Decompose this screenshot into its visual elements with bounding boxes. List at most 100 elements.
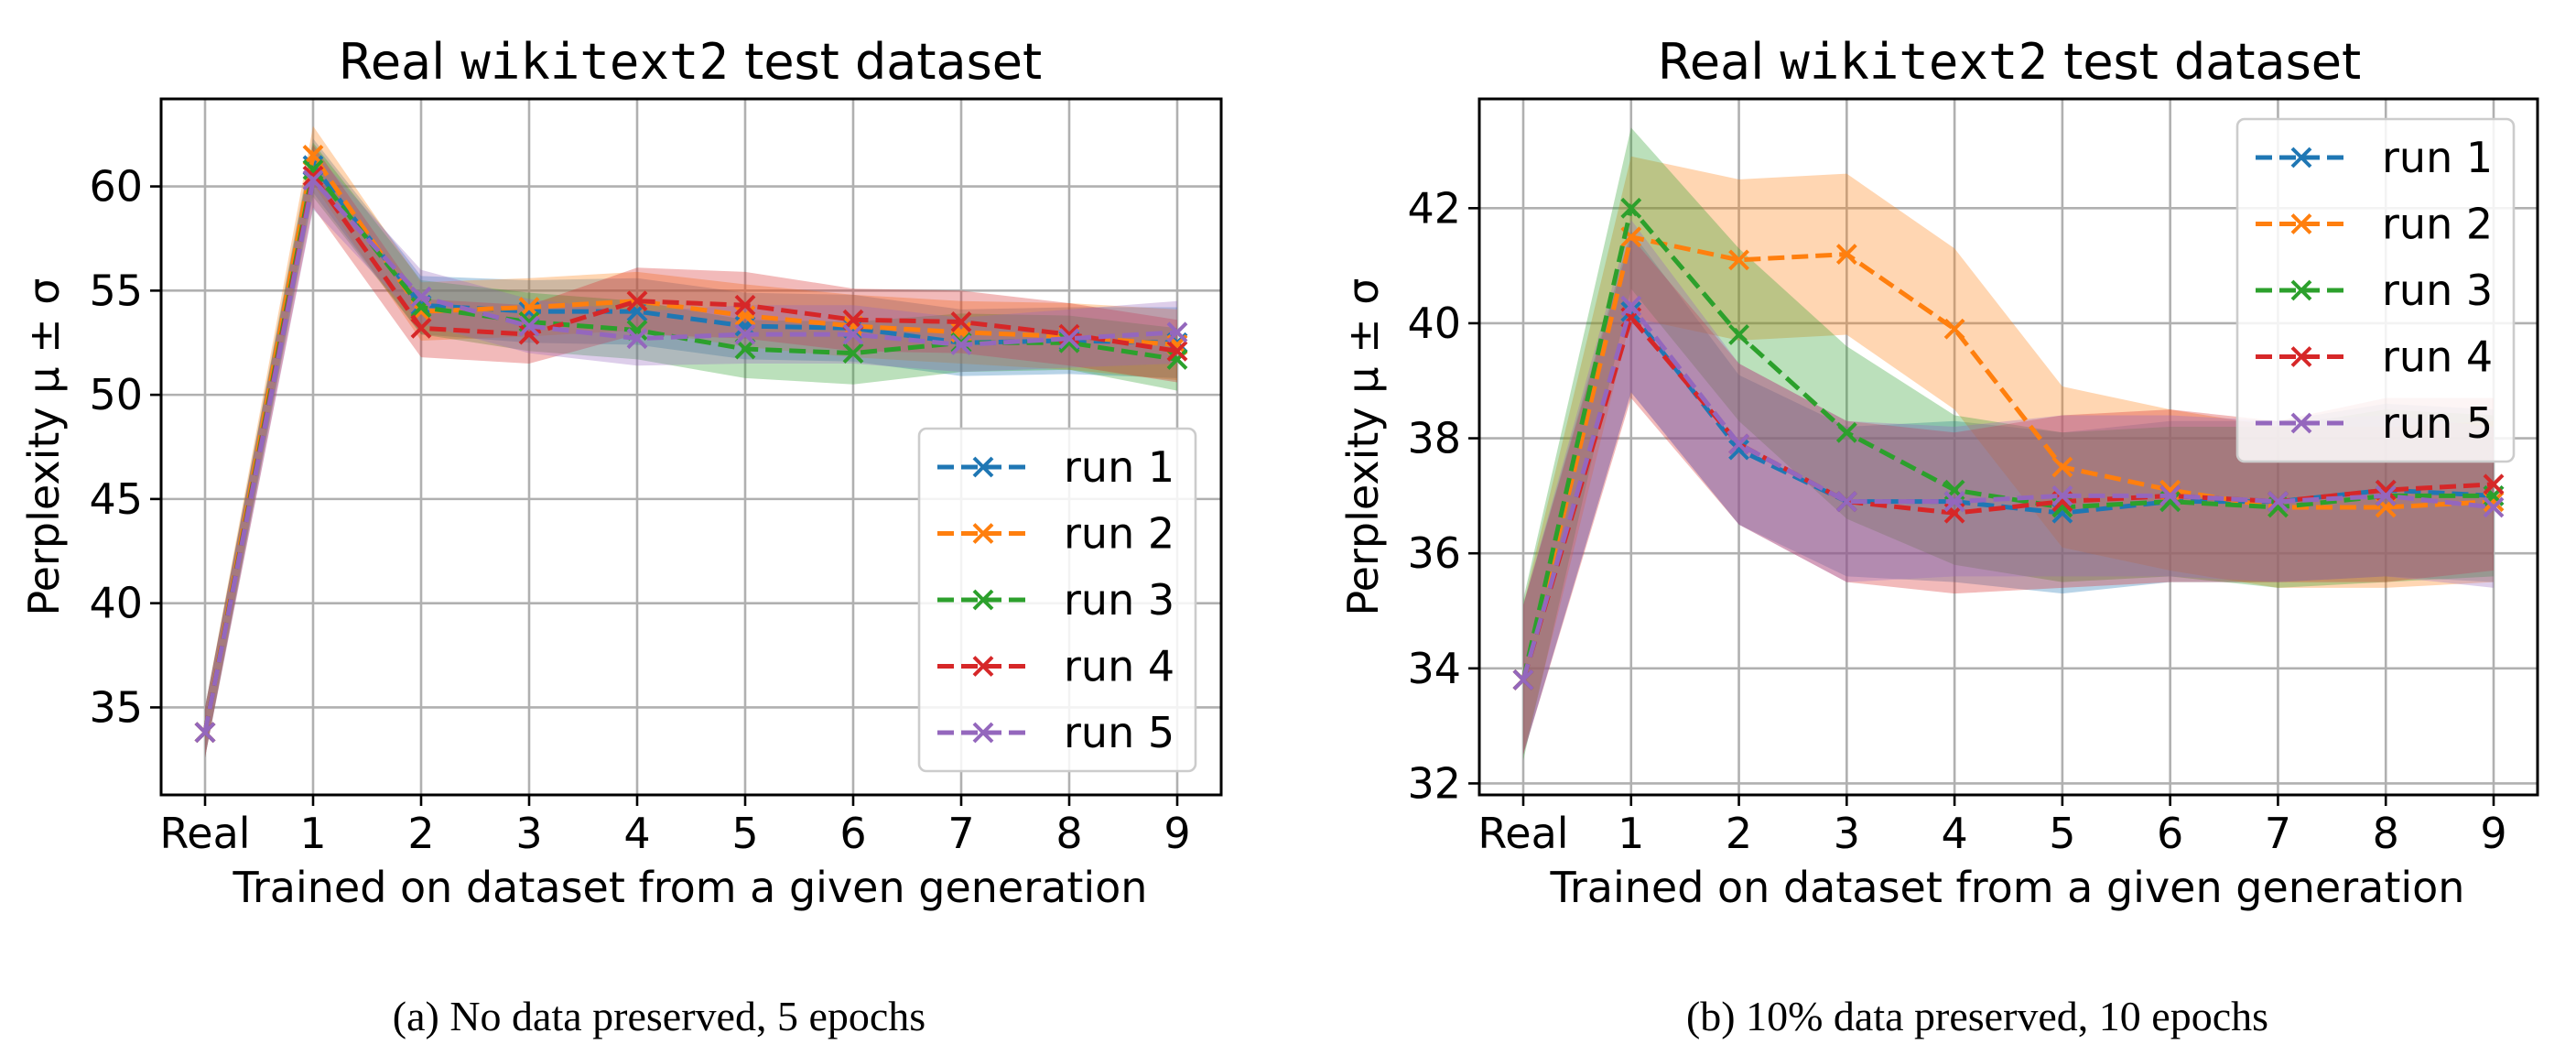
chart-b-x-tick-label: 1 [1618, 809, 1644, 858]
chart-a-legend-marker [972, 656, 994, 677]
chart-b-legend-item-run-2: run 2 [2256, 200, 2493, 249]
chart-b-line-run-3 [1521, 202, 2494, 680]
chart-a-legend-label: run 1 [1064, 442, 1174, 492]
chart-a-point-run-5 [626, 328, 648, 350]
chart-a-line-run-1 [202, 159, 1178, 734]
chart-b-legend-label: run 3 [2382, 266, 2493, 315]
chart-a-legend-box [917, 427, 1197, 773]
chart-a-point-run-4 [410, 317, 432, 339]
chart-b-point-run-5 [1512, 669, 1534, 691]
chart-a-band-run-1 [205, 138, 1177, 758]
chart-b-y-tick-label: 34 [1407, 644, 1461, 693]
chart-b-legend-marker [2290, 346, 2312, 367]
chart-a-point-run-3 [1166, 349, 1188, 370]
chart-a-point-run-4 [302, 165, 324, 187]
chart-b-point-run-1 [1728, 439, 1749, 461]
chart-b-band-run-2 [1523, 156, 2494, 756]
chart-b-line-run-5 [1521, 300, 2495, 681]
chart-b-legend: run 1 run 2 run 3 run 4 run 5 [2235, 117, 2516, 463]
chart-b-x-tick-label: 6 [2157, 809, 2183, 858]
chart-a-x-tick-label: Real [159, 809, 250, 858]
chart-panel-b: Real wikitext2 test dataset Real 1 2 3 4 5 6 7 8… [1338, 33, 2539, 1039]
chart-b-point-run-4 [2483, 473, 2505, 495]
chart-a-x-tick-label: 1 [299, 809, 326, 858]
chart-a-legend-item-run-5: run 5 [937, 708, 1174, 757]
chart-a-point-run-4 [1166, 340, 1188, 362]
chart-a-y-axis-label: Perplexity μ ± σ [19, 278, 69, 616]
chart-a-legend-item-run-1: run 1 [937, 442, 1174, 492]
chart-b-point-run-3 [1835, 421, 1857, 443]
chart-b-point-run-5 [2268, 491, 2289, 513]
chart-a-y-tick-label: 50 [89, 370, 143, 419]
chart-b-legend-label: run 2 [2382, 200, 2493, 249]
chart-a-y-tick-label: 60 [89, 162, 143, 212]
chart-b-x-tick-label: 8 [2373, 809, 2399, 858]
chart-a-legend-item-run-3: run 3 [937, 575, 1174, 625]
chart-a-y-tick-label: 40 [89, 579, 143, 628]
chart-b-legend-item-run-3: run 3 [2256, 266, 2493, 315]
chart-b-point-run-2 [1728, 249, 1749, 271]
chart-a-legend-label: run 5 [1064, 708, 1174, 757]
chart-b-series-run-5 [1512, 295, 2505, 691]
chart-a-legend-marker [972, 523, 994, 544]
chart-b-legend-item-run-4: run 4 [2256, 332, 2493, 382]
chart-a-point-run-5 [842, 323, 864, 345]
chart-b-point-run-3 [1620, 197, 1642, 219]
chart-a-x-tick-label: 9 [1164, 809, 1190, 858]
chart-a-legend-item-run-4: run 4 [937, 642, 1174, 691]
chart-a-legend-marker [972, 722, 994, 744]
chart-a-y-tick-label: 55 [89, 266, 143, 315]
chart-b-point-run-3 [1728, 324, 1749, 345]
chart-b-legend-marker [2290, 279, 2312, 301]
chart-b-legend-marker [2290, 147, 2312, 169]
chart-a-x-axis-label: Trained on dataset from a given generati… [233, 863, 1148, 912]
chart-b-point-run-5 [2483, 496, 2505, 518]
chart-a-point-run-4 [950, 311, 972, 332]
chart-b-x-tick-label: Real [1477, 809, 1568, 858]
chart-b-legend-label: run 5 [2382, 398, 2493, 448]
chart-b-legend-marker [2290, 213, 2312, 234]
chart-a-legend-marker [972, 589, 994, 611]
chart-b-band-run-1 [1523, 231, 2494, 756]
chart-b-x-tick-label: 5 [2049, 809, 2075, 858]
chart-a-legend-label: run 3 [1064, 575, 1174, 625]
chart-b-point-run-5 [2051, 484, 2073, 506]
chart-a-band-run-2 [205, 125, 1177, 758]
chart-b-point-run-5 [1835, 491, 1857, 513]
chart-b-x-tick-label: 7 [2265, 809, 2291, 858]
chart-b-legend-box [2235, 117, 2516, 463]
chart-b-y-tick-label: 32 [1407, 758, 1461, 808]
chart-b-legend-item-run-5: run 5 [2256, 398, 2493, 448]
chart-a-legend-label: run 4 [1064, 642, 1174, 691]
chart-b-y-tick-label: 40 [1407, 299, 1461, 348]
chart-b-band-run-5 [1523, 219, 2494, 756]
chart-b-point-run-5 [2159, 484, 2181, 506]
chart-a-y-tick-label: 35 [89, 682, 143, 732]
chart-a-point-run-5 [302, 169, 324, 191]
chart-a-line-run-4 [202, 169, 1178, 734]
chart-a-point-run-5 [1058, 328, 1080, 350]
chart-b-y-tick-label: 38 [1407, 414, 1461, 463]
chart-b-line-run-4 [1521, 312, 2495, 681]
chart-a-series-run-5 [194, 169, 1188, 744]
chart-b-line-run-1 [1521, 307, 2495, 681]
chart-b-x-tick-label: 4 [1941, 809, 1967, 858]
chart-b-title: Real wikitext2 test dataset [1658, 33, 2361, 91]
chart-b-legend-item-run-1: run 1 [2256, 133, 2493, 182]
chart-b-point-run-5 [1943, 491, 1965, 513]
chart-a-point-run-5 [950, 334, 972, 355]
chart-a-title: Real wikitext2 test dataset [339, 33, 1042, 91]
chart-a-band-run-4 [205, 145, 1177, 758]
chart-b-point-run-2 [1835, 244, 1857, 266]
chart-a-legend-item-run-2: run 2 [937, 509, 1174, 559]
chart-b-point-run-2 [1943, 318, 1965, 340]
chart-a-point-run-5 [518, 315, 540, 337]
chart-a-point-run-4 [734, 294, 756, 316]
chart-b-x-axis-label: Trained on dataset from a given generati… [1550, 863, 2465, 912]
chart-b-legend-label: run 4 [2382, 332, 2493, 382]
chart-a-legend-label: run 2 [1064, 509, 1174, 559]
chart-a-point-run-5 [194, 722, 216, 744]
